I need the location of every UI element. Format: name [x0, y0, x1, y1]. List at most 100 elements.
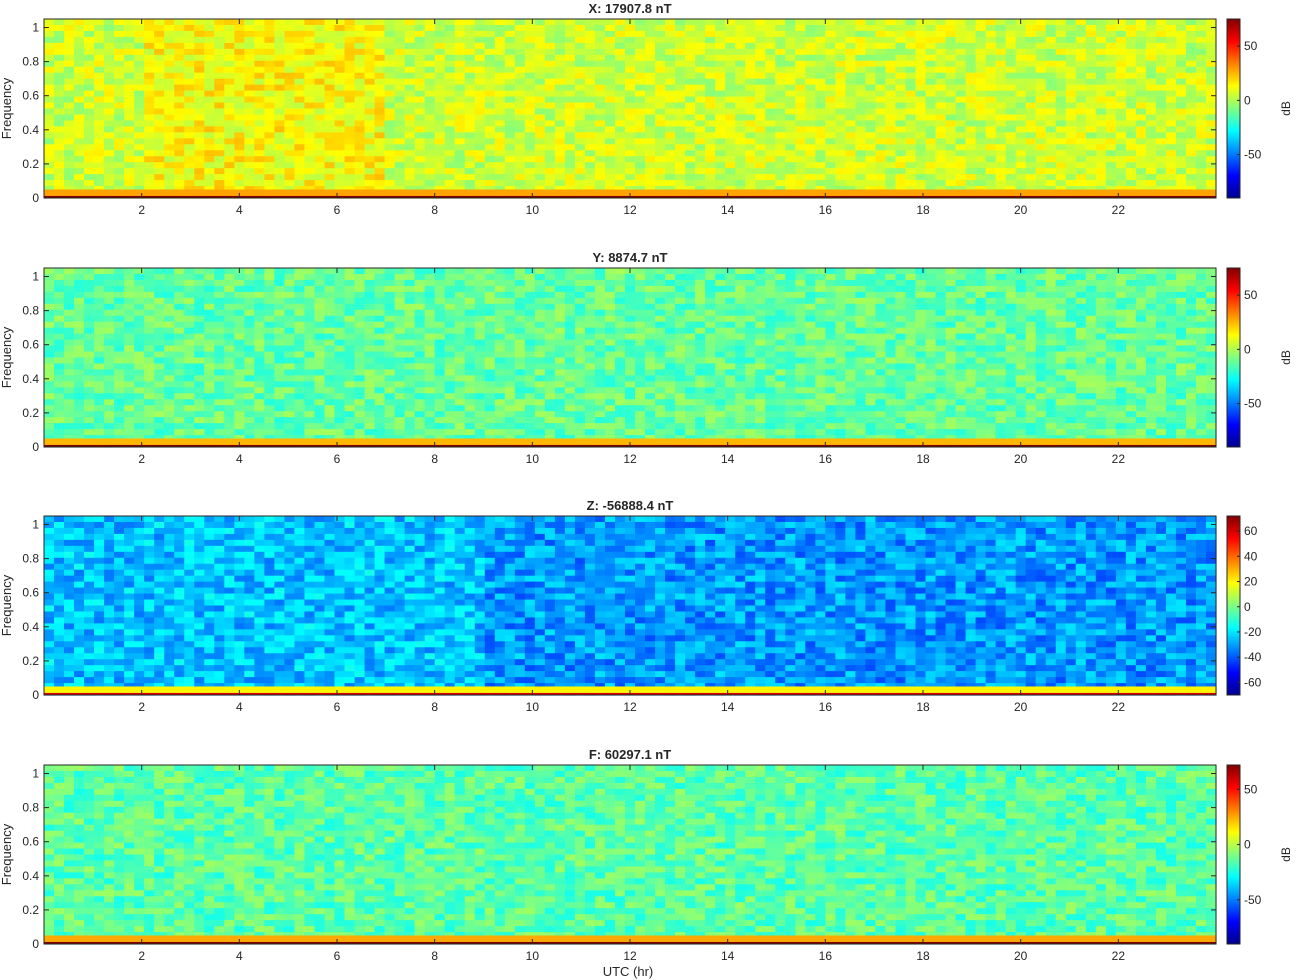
heatmap-cell: [705, 321, 716, 329]
heatmap-cell: [594, 78, 606, 86]
heatmap-cell: [975, 138, 987, 145]
heatmap-cell: [134, 60, 145, 68]
y-tick-label: 0: [32, 191, 39, 205]
heatmap-cell: [44, 19, 55, 26]
heatmap-cell: [184, 24, 195, 32]
heatmap-cell: [695, 162, 706, 169]
heatmap-cell: [1045, 66, 1057, 74]
heatmap-cell: [114, 321, 125, 329]
heatmap-cell: [374, 315, 386, 323]
heatmap-cell: [114, 90, 125, 98]
heatmap-cell: [154, 132, 165, 139]
heatmap-cell: [334, 66, 346, 74]
heatmap-cell: [354, 84, 366, 92]
heatmap-cell: [434, 321, 446, 329]
heatmap-cell: [645, 156, 656, 163]
heatmap-cell: [504, 144, 516, 151]
heatmap-cell: [234, 273, 245, 281]
heatmap-cell: [785, 327, 796, 335]
heatmap-cell: [414, 268, 426, 275]
heatmap-cell: [705, 132, 716, 139]
heatmap-cell: [44, 90, 55, 98]
heatmap-cell: [584, 42, 596, 50]
heatmap-cell: [174, 327, 185, 335]
heatmap-cell: [995, 66, 1007, 74]
heatmap-cell: [264, 102, 275, 110]
heatmap-cell: [504, 54, 516, 62]
heatmap-cell: [294, 333, 306, 341]
heatmap-cell: [444, 144, 456, 151]
heatmap-cell: [825, 297, 836, 305]
heatmap-cell: [905, 309, 917, 317]
heatmap-cell: [374, 90, 386, 98]
heatmap-cell: [855, 24, 866, 32]
heatmap-cell: [94, 162, 105, 169]
heatmap-cell: [865, 144, 877, 151]
heatmap-cell: [624, 144, 636, 151]
heatmap-cell: [94, 96, 105, 104]
heatmap-cell: [935, 144, 947, 151]
heatmap-cell: [1105, 108, 1117, 116]
heatmap-cell: [1045, 138, 1057, 145]
heatmap-cell: [1145, 327, 1157, 335]
heatmap-cell: [1055, 30, 1067, 38]
heatmap-cell: [544, 60, 556, 68]
heatmap-cell: [164, 120, 175, 127]
heatmap-cell: [84, 291, 95, 299]
colorbar-gradient: [1226, 18, 1241, 199]
heatmap-cell: [564, 30, 576, 38]
heatmap-cell: [444, 36, 456, 44]
heatmap-cell: [695, 78, 706, 86]
heatmap-cell: [84, 108, 95, 116]
heatmap-cell: [474, 180, 486, 187]
heatmap-cell: [374, 126, 386, 133]
heatmap-cell: [815, 72, 826, 80]
heatmap-cell: [695, 126, 706, 133]
heatmap-cell: [564, 60, 576, 68]
heatmap-cell: [574, 279, 586, 287]
heatmap-cell: [1065, 279, 1077, 287]
heatmap-cell: [1095, 102, 1107, 110]
heatmap-cell: [1055, 132, 1067, 139]
heatmap-cell: [1095, 19, 1107, 26]
heatmap-cell: [124, 90, 135, 98]
heatmap-cell: [695, 168, 706, 175]
heatmap-cell: [254, 162, 265, 169]
heatmap-cell: [635, 48, 646, 56]
heatmap-cell: [945, 273, 957, 281]
heatmap-cell: [174, 66, 185, 74]
heatmap-cell: [1045, 162, 1057, 169]
heatmap-cell: [1025, 120, 1037, 127]
heatmap-cell: [504, 285, 516, 293]
heatmap-cell: [184, 19, 195, 26]
heatmap-cell: [715, 19, 726, 26]
heatmap-cell: [985, 162, 997, 169]
heatmap-cell: [514, 273, 526, 281]
heatmap-cell: [544, 126, 556, 133]
heatmap-cell: [114, 60, 125, 68]
heatmap-cell: [484, 279, 496, 287]
heatmap-cell: [1135, 66, 1147, 74]
heatmap-cell: [334, 162, 346, 169]
heatmap-cell: [64, 327, 75, 335]
heatmap-cell: [174, 19, 185, 26]
heatmap-cell: [925, 120, 937, 127]
heatmap-cell: [514, 84, 526, 92]
heatmap-cell: [384, 114, 396, 122]
heatmap-cell: [54, 315, 65, 323]
heatmap-cell: [234, 108, 245, 116]
heatmap-cell: [815, 291, 826, 299]
heatmap-cell: [274, 279, 286, 287]
heatmap-cell: [745, 315, 756, 323]
heatmap-cell: [594, 144, 606, 151]
heatmap-cell: [795, 54, 806, 62]
heatmap-cell: [574, 180, 586, 187]
heatmap-cell: [204, 297, 215, 305]
heatmap-cell: [334, 24, 346, 32]
heatmap-cell: [314, 120, 326, 127]
heatmap-cell: [815, 285, 826, 293]
heatmap-cell: [364, 132, 376, 139]
heatmap-cell: [194, 168, 205, 175]
heatmap-cell: [985, 120, 997, 127]
heatmap-cell: [494, 268, 506, 275]
